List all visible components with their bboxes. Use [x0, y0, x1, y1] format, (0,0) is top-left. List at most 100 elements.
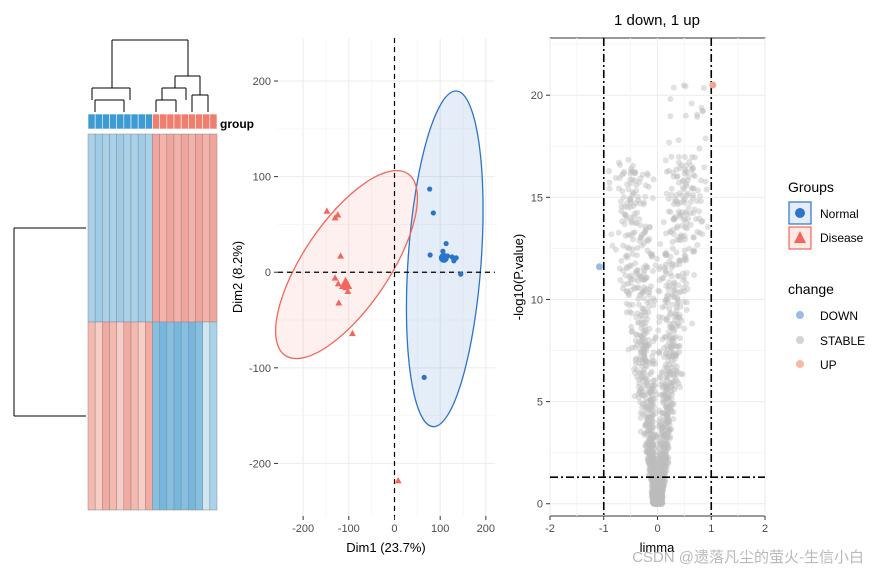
volcano-stable-point — [668, 264, 675, 271]
volcano-stable-point — [665, 444, 672, 451]
volcano-stable-point — [653, 500, 660, 507]
volcano-stable-point — [698, 218, 705, 225]
volcano-stable-point — [625, 231, 632, 238]
volcano-stable-point — [658, 492, 665, 499]
volcano-stable-point — [657, 448, 664, 455]
volcano-stable-point — [659, 487, 666, 494]
volcano-stable-point — [627, 203, 634, 210]
volcano-stable-point — [656, 499, 663, 506]
pca-ytick-label: 100 — [253, 172, 271, 184]
volcano-stable-point — [651, 488, 658, 495]
volcano-stable-point — [631, 370, 638, 377]
volcano-stable-point — [662, 268, 669, 275]
volcano-stable-point — [657, 499, 664, 506]
volcano-stable-point — [647, 466, 654, 473]
volcano-stable-point — [652, 500, 659, 507]
volcano-stable-point — [643, 264, 650, 271]
volcano-stable-point — [652, 480, 659, 487]
volcano-stable-point — [657, 488, 664, 495]
volcano-stable-point — [662, 271, 669, 278]
volcano-stable-point — [641, 354, 648, 361]
volcano-stable-point — [652, 496, 659, 503]
volcano-stable-point — [628, 275, 635, 282]
volcano-stable-point — [638, 290, 645, 297]
pca-xlabel: Dim1 (23.7%) — [346, 540, 425, 555]
volcano-stable-point — [659, 423, 666, 430]
volcano-stable-point — [657, 420, 664, 427]
volcano-stable-point — [652, 493, 659, 500]
volcano-stable-point — [659, 469, 666, 476]
volcano-stable-point — [673, 249, 680, 256]
volcano-stable-point — [650, 396, 657, 403]
volcano-stable-point — [653, 500, 660, 507]
volcano-stable-point — [661, 420, 668, 427]
volcano-stable-point — [651, 484, 658, 491]
volcano-stable-point — [656, 313, 663, 320]
volcano-stable-point — [643, 341, 650, 348]
volcano-stable-point — [606, 167, 613, 174]
volcano-stable-point — [652, 455, 659, 462]
volcano-stable-point — [657, 454, 664, 461]
volcano-stable-point — [649, 467, 656, 474]
volcano-stable-point — [649, 483, 656, 490]
volcano-stable-point — [656, 499, 663, 506]
volcano-stable-point — [641, 346, 648, 353]
volcano-stable-point — [659, 453, 666, 460]
volcano-stable-point — [648, 424, 655, 431]
volcano-stable-point — [659, 314, 666, 321]
volcano-stable-point — [675, 137, 682, 144]
volcano-stable-point — [650, 495, 657, 502]
heatmap-cell — [173, 133, 182, 323]
volcano-stable-point — [650, 458, 657, 465]
volcano-stable-point — [669, 349, 676, 356]
volcano-stable-point — [637, 175, 644, 182]
volcano-stable-point — [654, 500, 661, 507]
volcano-stable-point — [624, 254, 631, 261]
volcano-stable-point — [666, 426, 673, 433]
volcano-stable-point — [660, 453, 667, 460]
volcano-stable-point — [655, 500, 662, 507]
volcano-stable-point — [651, 499, 658, 506]
volcano-stable-point — [681, 186, 688, 193]
volcano-stable-point — [666, 371, 673, 378]
volcano-stable-point — [662, 449, 669, 456]
volcano-stable-point — [651, 500, 658, 507]
volcano-stable-point — [660, 275, 667, 282]
volcano-stable-point — [649, 448, 656, 455]
volcano-stable-point — [653, 488, 660, 495]
pca-ytick-label: -100 — [249, 363, 271, 375]
volcano-stable-point — [652, 488, 659, 495]
volcano-stable-point — [626, 262, 633, 269]
volcano-stable-point — [667, 113, 674, 120]
volcano-stable-point — [653, 500, 660, 507]
volcano-stable-point — [641, 366, 648, 373]
volcano-stable-point — [655, 500, 662, 507]
volcano-stable-point — [651, 480, 658, 487]
heatmap-cell — [94, 133, 103, 323]
volcano-stable-point — [655, 475, 662, 482]
volcano-stable-point — [661, 432, 668, 439]
volcano-stable-point — [674, 296, 681, 303]
volcano-stable-point — [661, 478, 668, 485]
volcano-stable-point — [699, 218, 706, 225]
volcano-stable-point — [658, 438, 665, 445]
volcano-stable-point — [675, 159, 682, 166]
volcano-stable-point — [646, 441, 653, 448]
volcano-stable-point — [702, 178, 709, 185]
pca-point-disease — [394, 477, 402, 484]
volcano-stable-point — [655, 349, 662, 356]
volcano-stable-point — [658, 484, 665, 491]
volcano-stable-point — [668, 345, 675, 352]
volcano-stable-point — [635, 295, 642, 302]
volcano-stable-point — [640, 346, 647, 353]
volcano-stable-point — [652, 493, 659, 500]
volcano-stable-point — [651, 496, 658, 503]
volcano-stable-point — [626, 274, 633, 281]
volcano-stable-point — [677, 257, 684, 264]
volcano-stable-point — [658, 487, 665, 494]
volcano-stable-point — [648, 402, 655, 409]
volcano-stable-point — [663, 282, 670, 289]
volcano-stable-point — [631, 284, 638, 291]
volcano-stable-point — [657, 496, 664, 503]
volcano-stable-point — [681, 166, 688, 173]
